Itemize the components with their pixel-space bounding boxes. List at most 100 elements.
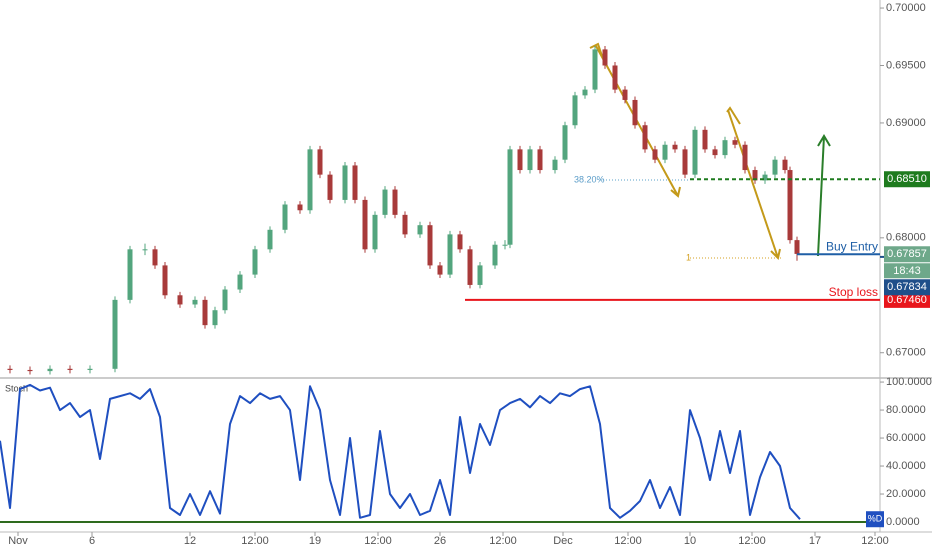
candle-body — [162, 265, 168, 296]
pane-title: Stoch — [5, 383, 28, 393]
candle-body — [782, 159, 788, 171]
candle-body — [317, 149, 323, 175]
x-tick-label: Nov — [8, 535, 28, 547]
x-tick-label: 12:00 — [364, 535, 392, 547]
candle-body — [297, 204, 303, 211]
candle-body — [762, 174, 768, 181]
candle-body — [87, 368, 93, 370]
candle-body — [794, 240, 800, 254]
y-tick-label: 100.0000 — [886, 376, 932, 388]
candle-body — [652, 149, 658, 160]
candle-body — [212, 310, 218, 326]
candle-body — [552, 159, 558, 171]
countdown: 18:43 — [893, 265, 921, 277]
candle-body — [722, 140, 728, 156]
x-tick-label: 12:00 — [489, 535, 517, 547]
y-tick-label: 0.0000 — [886, 516, 920, 528]
candle-body — [127, 249, 133, 300]
candle-body — [307, 149, 313, 211]
candle-body — [437, 265, 443, 275]
candle-body — [447, 234, 453, 275]
candle-body — [492, 244, 498, 266]
candle-body — [502, 244, 508, 246]
candle-body — [477, 265, 483, 285]
x-tick-label: 12:00 — [738, 535, 766, 547]
y-tick-label: 0.68000 — [886, 232, 926, 244]
candle-body — [622, 89, 628, 100]
candle-body — [787, 170, 793, 241]
candle-body — [732, 140, 738, 145]
x-tick-label: 19 — [309, 535, 321, 547]
y-tick-label: 0.69000 — [886, 117, 926, 129]
candle-body — [702, 129, 708, 150]
arrow — [589, 42, 603, 57]
level-price: 0.67857 — [887, 248, 927, 260]
candle-body — [457, 234, 463, 250]
level-box — [884, 291, 930, 308]
candle-body — [267, 229, 273, 250]
candle-body — [237, 274, 243, 290]
candle-body — [252, 249, 258, 275]
x-tick-label: 26 — [434, 535, 446, 547]
last-price: 0.67834 — [887, 281, 927, 293]
target-arrow — [817, 134, 831, 257]
x-tick-label: 6 — [89, 535, 95, 547]
candle-body — [642, 125, 648, 150]
legend-label: %D — [868, 514, 883, 524]
x-tick-label: 12:00 — [241, 535, 269, 547]
candle-body — [382, 189, 388, 215]
level-box — [884, 171, 930, 188]
candle-body — [662, 144, 668, 160]
candle-body — [7, 368, 13, 370]
candle-body — [112, 299, 118, 369]
candle-body — [222, 289, 228, 311]
candle-body — [672, 144, 678, 150]
level-name: Buy Entry — [826, 239, 878, 253]
candle-body — [692, 129, 698, 175]
candle-body — [27, 369, 33, 372]
candle-body — [712, 149, 718, 156]
candle-body — [177, 295, 183, 305]
candle-body — [372, 214, 378, 250]
level-price: 0.67460 — [887, 294, 927, 306]
stoch-line — [0, 383, 801, 520]
candle-body — [417, 225, 423, 235]
candle-body — [402, 214, 408, 235]
candle-body — [152, 249, 158, 266]
candle-body — [572, 95, 578, 126]
y-tick-label: 40.0000 — [886, 460, 926, 472]
candle-body — [752, 170, 758, 181]
candle-body — [467, 249, 473, 285]
candle-body — [772, 159, 778, 175]
x-tick-label: 10 — [684, 535, 696, 547]
candle-body — [537, 149, 543, 171]
candle-body — [427, 225, 433, 266]
candle-body — [592, 49, 598, 90]
candle-body — [612, 65, 618, 90]
x-tick-label: 17 — [809, 535, 821, 547]
candle-body — [527, 149, 533, 171]
arrow — [726, 106, 741, 125]
candle-body — [327, 174, 333, 200]
candle-body — [582, 89, 588, 96]
candle-body — [67, 368, 73, 370]
candle-body — [342, 165, 348, 200]
candle-body — [192, 299, 198, 305]
y-tick-label: 0.69500 — [886, 59, 926, 71]
countdown-box — [884, 263, 930, 279]
fib-label: 1 — [686, 252, 691, 262]
x-tick-label: Dec — [553, 535, 573, 547]
y-tick-label: 60.0000 — [886, 432, 926, 444]
candle-body — [562, 125, 568, 160]
candle-body — [282, 204, 288, 230]
level-name: Stop loss — [829, 285, 878, 299]
y-tick-label: 20.0000 — [886, 488, 926, 500]
y-tick-label: 0.67000 — [886, 347, 926, 359]
level-price: 0.68510 — [887, 173, 927, 185]
fib-label: 38.20% — [574, 174, 605, 184]
candle-body — [682, 149, 688, 175]
candle-body — [392, 189, 398, 215]
level-box — [884, 246, 930, 263]
candles — [7, 45, 800, 375]
